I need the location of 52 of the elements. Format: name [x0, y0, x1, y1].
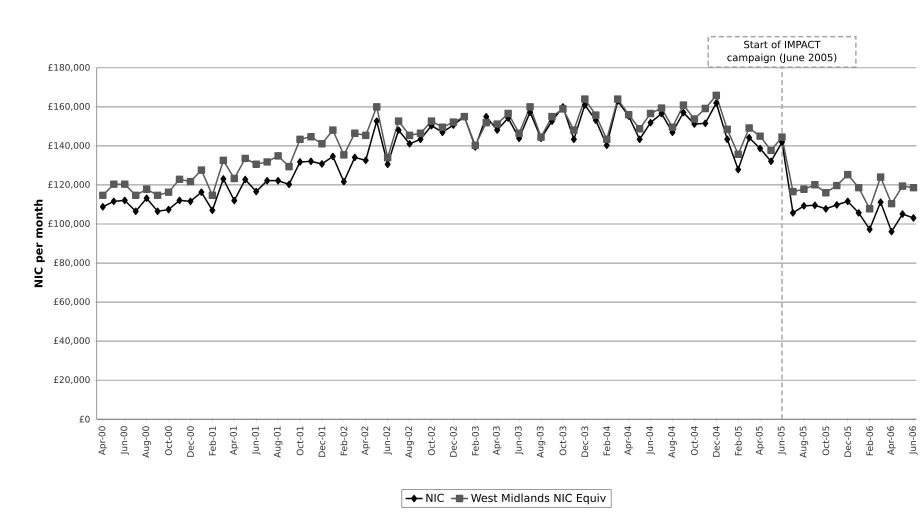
x-tick-label: Jun-02	[383, 426, 392, 455]
x-tick-label: Apr-00	[98, 426, 108, 456]
x-tick-label: Dec-00	[187, 426, 194, 457]
x-tick-label: Apr-01	[230, 426, 239, 456]
x-tick-label: Jun-06	[909, 426, 918, 455]
x-tick-label: Dec-04	[712, 426, 720, 457]
x-tick-label: Feb-04	[603, 426, 610, 456]
x-tick-label: Dec-05	[844, 426, 852, 457]
x-tick-label: Dec-03	[581, 426, 588, 457]
y-tick-label: £120,000	[48, 181, 90, 189]
x-tick-label: Aug-05	[800, 426, 808, 458]
y-tick-label: £40,000	[54, 337, 90, 345]
x-tick-label: Jun-04	[646, 426, 655, 455]
y-tick-label: £160,000	[48, 103, 90, 111]
ref-line-label: Start of IMPACT campaign (June 2005)	[727, 40, 836, 64]
x-tick-label: Apr-03	[492, 426, 502, 456]
x-tick-label: Feb-06	[866, 426, 874, 456]
x-tick-label: Aug-04	[668, 426, 677, 458]
x-tick-label: Jun-03	[514, 426, 524, 455]
x-tick-label: Jun-00	[120, 426, 129, 455]
y-tick-label: £140,000	[48, 142, 90, 150]
x-tick-label: Jun-01	[252, 426, 260, 455]
y-tick-label: £0	[79, 416, 90, 423]
x-tick-label: Jun-05	[778, 426, 786, 455]
x-tick-label: Feb-02	[340, 426, 348, 456]
y-tick-label: £100,000	[48, 220, 90, 228]
y-tick-label: £60,000	[54, 298, 90, 306]
x-tick-label: Oct-00	[165, 426, 172, 456]
x-tick-label: Aug-00	[142, 426, 151, 458]
x-tick-label: Oct-03	[560, 426, 566, 456]
x-tick-label: Apr-06	[887, 426, 896, 456]
x-tick-label: Oct-02	[428, 426, 435, 456]
x-tick-label: Feb-05	[734, 426, 742, 456]
x-tick-label: Apr-04	[624, 426, 633, 456]
y-axis-title: NIC per month	[34, 200, 45, 288]
x-tick-label: Oct-01	[296, 426, 304, 456]
legend-label: NIC	[426, 494, 444, 502]
legend-label: West Midlands NIC Equiv	[471, 494, 606, 504]
x-tick-label: Aug-02	[405, 426, 414, 458]
x-tick-label: Aug-01	[274, 426, 282, 458]
x-tick-label: Feb-03	[472, 426, 479, 456]
x-tick-label: Oct-05	[822, 426, 830, 456]
x-tick-label: Oct-04	[690, 426, 698, 456]
x-tick-label: Aug-03	[536, 426, 546, 458]
x-tick-label: Apr-02	[361, 426, 370, 456]
x-tick-label: Feb-01	[208, 426, 216, 456]
x-tick-label: Dec-02	[450, 426, 457, 457]
y-tick-label: £20,000	[54, 376, 90, 384]
y-tick-label: £180,000	[48, 64, 90, 72]
x-tick-label: Apr-05	[756, 426, 764, 456]
x-tick-label: Dec-01	[318, 426, 326, 457]
y-tick-label: £80,000	[54, 259, 90, 267]
